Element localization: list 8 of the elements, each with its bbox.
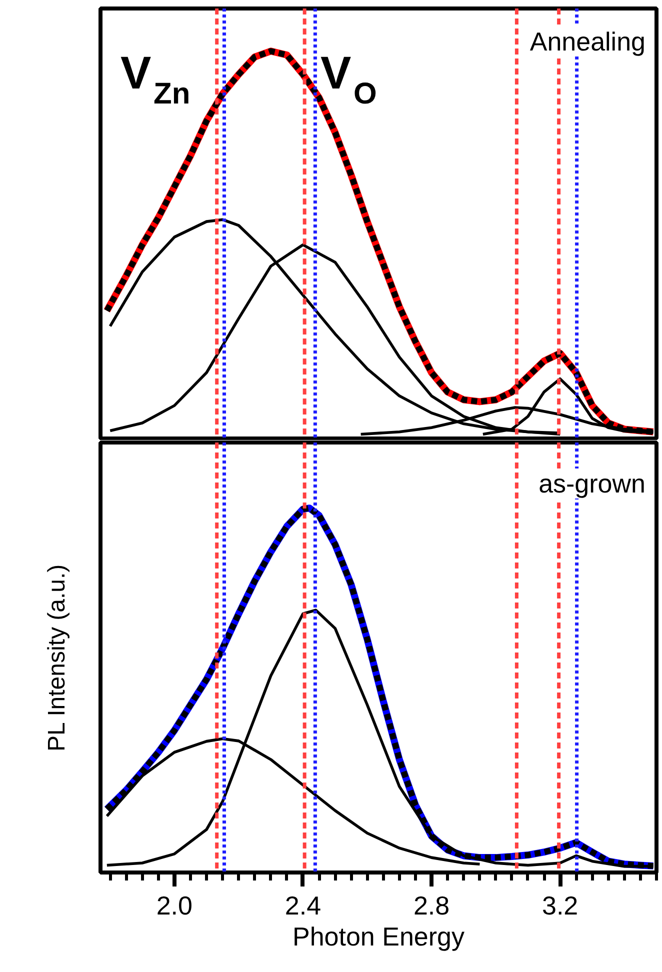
x-tick-label: 2.0 [156,890,193,920]
y-axis-title: PL Intensity (a.u.) [44,564,70,752]
x-tick-label: 2.4 [284,890,322,920]
x-tick-label: 3.2 [542,890,578,920]
text: as-grown [538,468,646,498]
annotation: Annealing [530,26,646,56]
x-axis-title: Photon Energy [292,922,465,952]
x-tick-label: 2.8 [413,890,450,920]
